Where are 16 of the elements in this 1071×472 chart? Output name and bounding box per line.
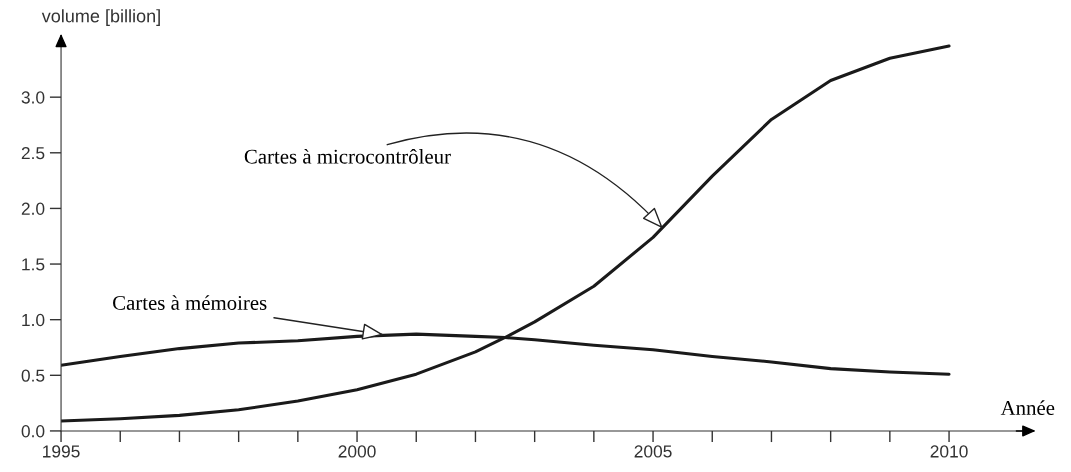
y-tick-label: 1.0 — [22, 313, 45, 327]
y-tick-label: 0.5 — [21, 369, 45, 382]
y-tick-label: 3.0 — [21, 91, 45, 104]
x-tick-label: 2005 — [634, 445, 672, 458]
x-axis-title: Année — [1000, 400, 1055, 416]
y-tick-label: 2.5 — [21, 146, 45, 160]
x-tick-label: 1995 — [43, 445, 80, 458]
x-tick-label: 2010 — [930, 445, 968, 458]
y-tick-label: 1.5 — [22, 258, 45, 271]
y-tick-label: 0.0 — [21, 425, 45, 438]
line-series — [61, 44, 951, 423]
x-tick-label: 2000 — [338, 445, 376, 458]
y-tick-label: 2.0 — [21, 202, 45, 215]
annotation: Cartes à microcontrôleur — [244, 148, 451, 164]
annotation: Cartes à mémoires — [113, 295, 267, 310]
y-axis-title: volume [billion] — [41, 9, 160, 26]
